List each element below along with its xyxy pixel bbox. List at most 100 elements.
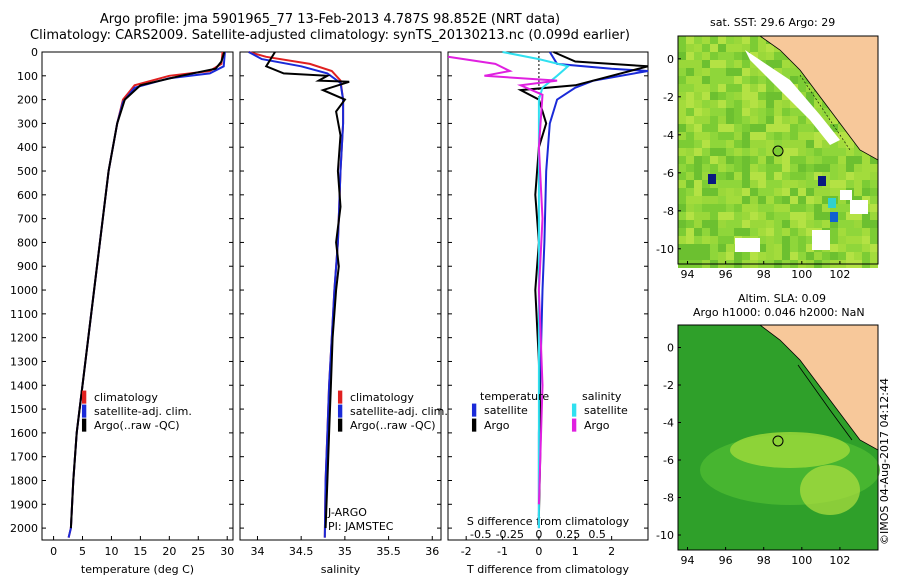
sst-cell [710,252,718,260]
sst-cell [774,156,782,164]
sst-cell-cold [830,212,838,222]
sst-cell [734,204,742,212]
sst-cell [702,148,710,156]
sst-cell [766,116,774,124]
sst-cell [726,76,734,84]
sst-cell [846,148,854,156]
sst-cell [726,92,734,100]
sst-cell [854,180,862,188]
diff-legend-temp-sat: ▌ satellite [472,404,528,417]
sst-cell [830,220,838,228]
sst-cell [750,204,758,212]
sst-cell [814,156,822,164]
legend-climatology: ▌ climatology [82,391,158,404]
sst-cell [758,212,766,220]
sla-map [677,324,880,551]
sst-cell [686,244,694,252]
sst-cell [702,44,710,52]
y-tick-label: 1400 [10,379,38,392]
sst-cell [862,212,870,220]
sst-cell [814,164,822,172]
sla-map-argo-marker [772,435,784,447]
sst-cell [742,196,750,204]
sst-cell [694,36,702,44]
sst-cell [694,76,702,84]
sst-map-x-tick-label: 96 [719,268,733,281]
sst-cell [718,76,726,84]
x-tick-label: 15 [133,545,147,558]
y-tick-label: 1300 [10,355,38,368]
sst-cell [790,228,798,236]
sst-cell [782,244,790,252]
sst-cell [854,148,862,156]
sst-cell [678,164,686,172]
salinity-note-2: PI: JAMSTEC [328,520,394,533]
sst-cell [710,228,718,236]
sst-cell [774,196,782,204]
x-tick-label: 34.5 [289,545,314,558]
sst-cell [766,180,774,188]
sst-cell [734,196,742,204]
sst-cell [686,84,694,92]
sst-cell [790,204,798,212]
sst-cell [854,188,862,196]
y-tick-label: 1900 [10,498,38,511]
sst-cell [766,252,774,260]
sst-cell [814,140,822,148]
sst-cell [846,156,854,164]
sla-map-x-tick-label: 102 [829,554,850,567]
sst-cell [678,172,686,180]
sst-cell [774,212,782,220]
sst-map-y-tick-label: -8 [663,205,674,218]
sst-cell [686,220,694,228]
sal-legend-swatch-climatology: ▌ [338,391,347,404]
sst-cell [702,196,710,204]
sst-cell [702,244,710,252]
sst-cell [718,180,726,188]
sst-cell [758,44,766,52]
sst-cell [790,212,798,220]
sst-cell [742,68,750,76]
sst-cell [758,124,766,132]
sst-cell [750,252,758,260]
sst-cell [822,164,830,172]
sst-cell [870,252,878,260]
sst-cell [798,124,806,132]
sst-cell [774,52,782,60]
sst-cell [790,124,798,132]
sst-cell [758,148,766,156]
sst-cell [758,236,766,244]
sst-map-x-tick-label: 94 [681,268,695,281]
x-tick-label: -2 [461,545,472,558]
sst-cell [790,196,798,204]
sst-cell [750,36,758,44]
sst-cell [742,252,750,260]
sst-cell [718,108,726,116]
x2-axis-label: S difference from climatology [467,515,630,528]
sst-cell [726,244,734,252]
sst-cell [806,204,814,212]
x-tick-label: 5 [79,545,86,558]
y-tick-label: 2000 [10,522,38,535]
series-argo-raw-qc- [69,51,226,529]
sst-cell [822,116,830,124]
sst-cell [750,228,758,236]
sst-cell [846,140,854,148]
sst-cell [870,212,878,220]
sst-cell [782,60,790,68]
sst-cell [686,204,694,212]
sst-cell [806,212,814,220]
diff-legend-temp-head: temperature [480,390,550,403]
sst-cell [742,92,750,100]
sst-cell [694,180,702,188]
sst-cell [694,84,702,92]
sst-cell [846,228,854,236]
sst-cell [710,100,718,108]
sst-cell [702,140,710,148]
sst-cell [782,140,790,148]
sst-cell [686,100,694,108]
x-tick-label: -1 [497,545,508,558]
sst-cell [846,252,854,260]
sst-cell [846,220,854,228]
